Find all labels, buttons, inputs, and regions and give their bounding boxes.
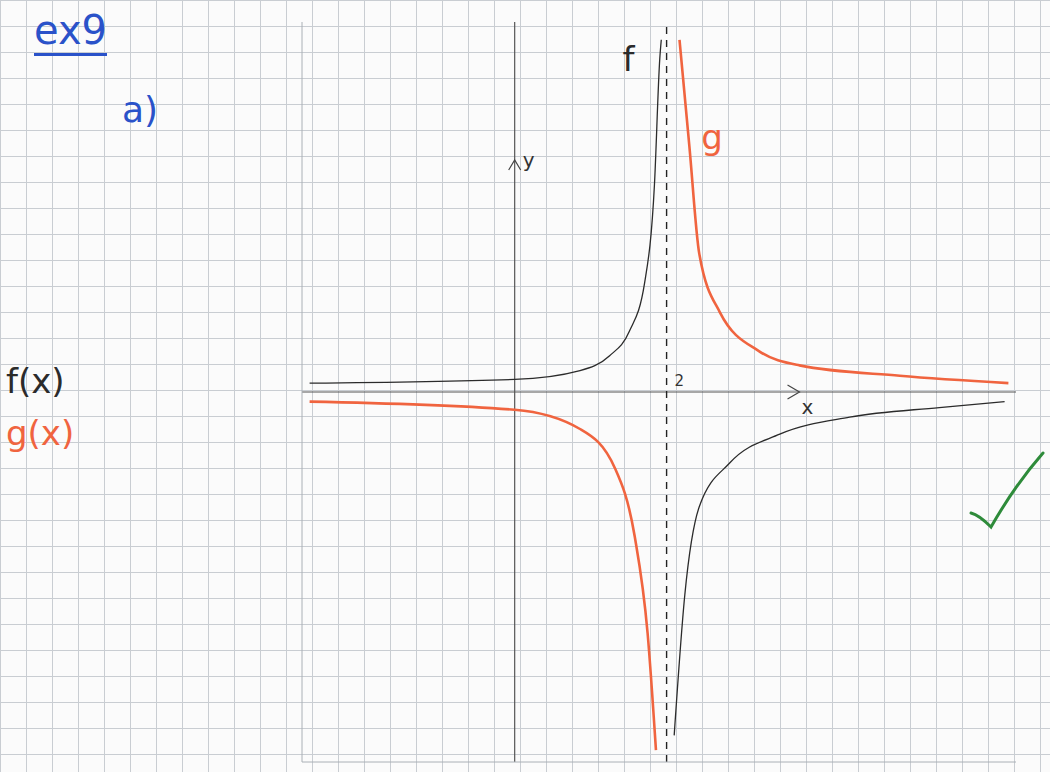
svg-text:f: f <box>623 39 636 79</box>
svg-text:x: x <box>802 395 814 419</box>
html-text:ex9: ex9 <box>34 7 107 53</box>
svg-text:2: 2 <box>675 372 685 390</box>
html-text:f(x): f(x) <box>6 361 65 401</box>
html-text:a): a) <box>122 89 159 130</box>
svg-text:y: y <box>523 148 535 172</box>
html-text:g(x): g(x) <box>6 413 75 453</box>
svg-text:g: g <box>701 117 723 157</box>
